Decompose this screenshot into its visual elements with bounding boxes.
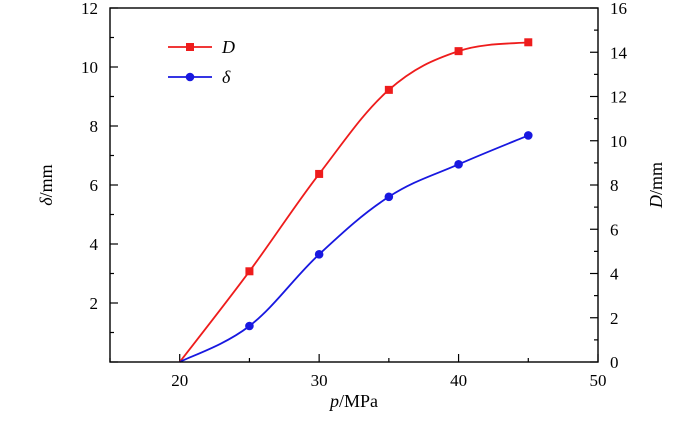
y-right-tick-label: 4 [610,265,619,284]
legend-label: D [221,37,235,57]
data-point [245,267,254,276]
y-left-axis-var: δ [36,197,56,206]
x-axis-var: p [328,391,339,411]
legend-marker [185,72,195,82]
y-left-axis-title: δ/mm [36,164,56,205]
x-tick-label: 20 [171,371,188,390]
series-line [179,134,529,363]
ticks-layer [109,7,599,363]
series-layer [179,38,533,363]
y-right-tick-label: 14 [610,43,628,62]
series-D [179,38,533,363]
y-left-tick-label: 10 [81,58,98,77]
x-tick-label: 50 [590,371,607,390]
legend-item: δ [168,67,231,87]
legend: Dδ [168,37,235,87]
data-point [454,160,463,169]
y-right-tick-label: 8 [610,176,619,195]
y-left-tick-label: 8 [90,117,99,136]
y-right-tick-label: 12 [610,88,627,107]
y-left-tick-label: 6 [90,176,99,195]
plot-frame [109,7,599,363]
y-right-tick-label: 0 [610,353,619,372]
y-right-tick-label: 6 [610,220,619,239]
y-right-tick-label: 16 [610,0,627,18]
x-tick-label: 40 [450,371,467,390]
data-point [523,131,533,140]
legend-item: D [168,37,235,57]
data-point [384,192,394,202]
series-delta [179,131,533,363]
data-point [245,321,254,331]
x-tick-label: 30 [311,371,328,390]
data-point [314,250,324,259]
y-left-axis-unit: /mm [36,164,56,197]
data-point [315,169,324,178]
y-right-axis-title: D/mm [646,162,666,209]
y-right-axis-unit: /mm [646,162,666,195]
legend-label: δ [222,67,231,87]
y-left-tick-label: 2 [90,294,99,313]
y-right-tick-label: 10 [610,132,627,151]
y-left-tick-label: 4 [90,235,99,254]
x-axis-unit: /MPa [339,391,378,411]
y-left-tick-label: 12 [81,0,98,18]
data-point [384,85,393,94]
data-point [524,38,533,47]
data-point [454,47,463,56]
series-line [179,41,529,363]
y-right-tick-label: 2 [610,309,619,328]
legend-marker [186,43,194,51]
x-axis-title: p/MPa [328,391,378,411]
y-right-axis-var: D [646,195,666,209]
tick-labels-layer: 20 30 40 50 2 4 6 8 10 12 0 2 4 6 8 10 12 14 16 [81,0,628,390]
